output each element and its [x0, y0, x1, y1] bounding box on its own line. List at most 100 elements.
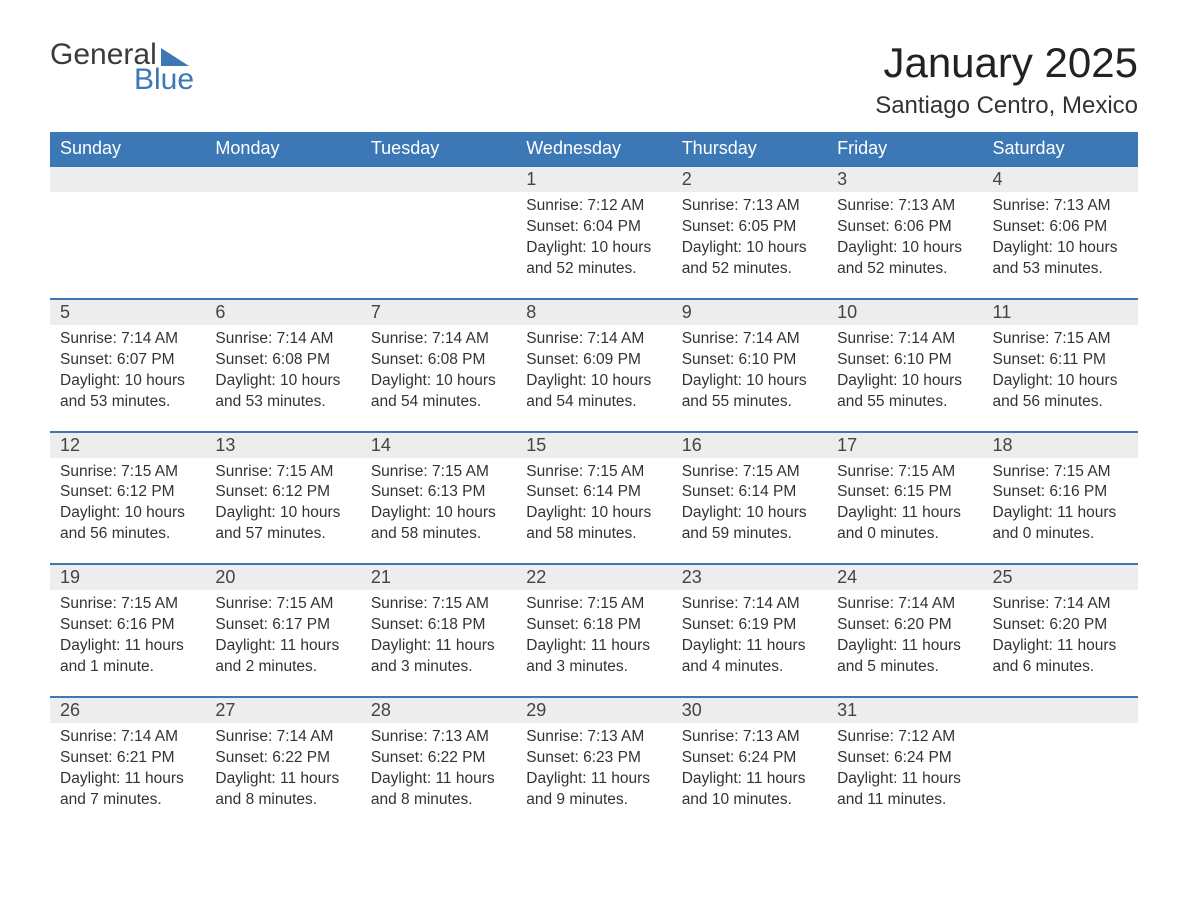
sunset-line: Sunset: 6:10 PM: [837, 350, 972, 371]
day-number: 16: [672, 432, 827, 458]
day-cell: Sunrise: 7:14 AMSunset: 6:10 PMDaylight:…: [672, 325, 827, 432]
daylight-line-1: Daylight: 10 hours: [837, 371, 972, 392]
sunrise-line: Sunrise: 7:15 AM: [60, 594, 195, 615]
day-number: 15: [516, 432, 671, 458]
day-cell: Sunrise: 7:15 AMSunset: 6:16 PMDaylight:…: [983, 458, 1138, 565]
daylight-line-1: Daylight: 10 hours: [993, 238, 1128, 259]
daylight-line-1: Daylight: 11 hours: [682, 636, 817, 657]
day-cell: Sunrise: 7:15 AMSunset: 6:18 PMDaylight:…: [361, 590, 516, 697]
sunset-line: Sunset: 6:24 PM: [682, 748, 817, 769]
day-number: 18: [983, 432, 1138, 458]
sunrise-line: Sunrise: 7:14 AM: [215, 329, 350, 350]
day-cell: Sunrise: 7:15 AMSunset: 6:15 PMDaylight:…: [827, 458, 982, 565]
daylight-line-2: and 6 minutes.: [993, 657, 1128, 678]
day-cell: Sunrise: 7:14 AMSunset: 6:09 PMDaylight:…: [516, 325, 671, 432]
sunrise-line: Sunrise: 7:13 AM: [993, 196, 1128, 217]
col-thursday: Thursday: [672, 132, 827, 166]
sunset-line: Sunset: 6:05 PM: [682, 217, 817, 238]
daylight-line-1: Daylight: 11 hours: [371, 769, 506, 790]
daylight-line-2: and 59 minutes.: [682, 524, 817, 545]
sunrise-line: Sunrise: 7:14 AM: [682, 329, 817, 350]
sunset-line: Sunset: 6:06 PM: [837, 217, 972, 238]
day-cell: Sunrise: 7:12 AMSunset: 6:04 PMDaylight:…: [516, 192, 671, 299]
col-tuesday: Tuesday: [361, 132, 516, 166]
day-cell: Sunrise: 7:12 AMSunset: 6:24 PMDaylight:…: [827, 723, 982, 829]
daylight-line-2: and 56 minutes.: [993, 392, 1128, 413]
day-cell: Sunrise: 7:15 AMSunset: 6:14 PMDaylight:…: [516, 458, 671, 565]
day-cell: Sunrise: 7:13 AMSunset: 6:24 PMDaylight:…: [672, 723, 827, 829]
sunrise-line: Sunrise: 7:14 AM: [60, 329, 195, 350]
day-number: 10: [827, 299, 982, 325]
day-number: 30: [672, 697, 827, 723]
sunrise-line: Sunrise: 7:15 AM: [993, 329, 1128, 350]
day-cell: Sunrise: 7:15 AMSunset: 6:13 PMDaylight:…: [361, 458, 516, 565]
daynum-row: 1234: [50, 166, 1138, 192]
day-number: 26: [50, 697, 205, 723]
sunset-line: Sunset: 6:08 PM: [371, 350, 506, 371]
daylight-line-2: and 53 minutes.: [993, 259, 1128, 280]
sunset-line: Sunset: 6:09 PM: [526, 350, 661, 371]
sunrise-line: Sunrise: 7:13 AM: [682, 727, 817, 748]
sunrise-line: Sunrise: 7:14 AM: [215, 727, 350, 748]
day-cell: Sunrise: 7:14 AMSunset: 6:07 PMDaylight:…: [50, 325, 205, 432]
location-label: Santiago Centro, Mexico: [875, 92, 1138, 120]
sunrise-line: Sunrise: 7:14 AM: [682, 594, 817, 615]
sunrise-line: Sunrise: 7:13 AM: [837, 196, 972, 217]
day-cell: Sunrise: 7:15 AMSunset: 6:16 PMDaylight:…: [50, 590, 205, 697]
day-cell: Sunrise: 7:13 AMSunset: 6:06 PMDaylight:…: [827, 192, 982, 299]
day-number: 28: [361, 697, 516, 723]
day-number: [983, 697, 1138, 723]
sunset-line: Sunset: 6:14 PM: [526, 482, 661, 503]
daylight-line-2: and 52 minutes.: [526, 259, 661, 280]
calendar-body: 1234Sunrise: 7:12 AMSunset: 6:04 PMDayli…: [50, 166, 1138, 828]
daylight-line-2: and 56 minutes.: [60, 524, 195, 545]
daylight-line-2: and 5 minutes.: [837, 657, 972, 678]
sunset-line: Sunset: 6:12 PM: [215, 482, 350, 503]
day-number: [361, 166, 516, 192]
daylight-line-1: Daylight: 10 hours: [993, 371, 1128, 392]
daylight-line-1: Daylight: 11 hours: [682, 769, 817, 790]
sunset-line: Sunset: 6:20 PM: [837, 615, 972, 636]
daylight-line-2: and 0 minutes.: [993, 524, 1128, 545]
daylight-line-2: and 8 minutes.: [215, 790, 350, 811]
daylight-line-1: Daylight: 10 hours: [837, 238, 972, 259]
daylight-line-2: and 54 minutes.: [526, 392, 661, 413]
daylight-line-1: Daylight: 10 hours: [682, 503, 817, 524]
daylight-line-1: Daylight: 11 hours: [837, 503, 972, 524]
day-number: 5: [50, 299, 205, 325]
calendar-table: Sunday Monday Tuesday Wednesday Thursday…: [50, 132, 1138, 828]
daylight-line-1: Daylight: 11 hours: [60, 769, 195, 790]
daylight-line-1: Daylight: 10 hours: [215, 371, 350, 392]
daylight-line-2: and 2 minutes.: [215, 657, 350, 678]
day-number: 22: [516, 564, 671, 590]
daylight-line-1: Daylight: 10 hours: [371, 371, 506, 392]
sunrise-line: Sunrise: 7:13 AM: [682, 196, 817, 217]
sunrise-line: Sunrise: 7:14 AM: [837, 594, 972, 615]
day-content-row: Sunrise: 7:15 AMSunset: 6:12 PMDaylight:…: [50, 458, 1138, 565]
daylight-line-2: and 10 minutes.: [682, 790, 817, 811]
sunrise-line: Sunrise: 7:14 AM: [526, 329, 661, 350]
sunset-line: Sunset: 6:11 PM: [993, 350, 1128, 371]
day-cell: Sunrise: 7:15 AMSunset: 6:12 PMDaylight:…: [205, 458, 360, 565]
daylight-line-2: and 55 minutes.: [682, 392, 817, 413]
daylight-line-1: Daylight: 11 hours: [60, 636, 195, 657]
day-number: 7: [361, 299, 516, 325]
daylight-line-1: Daylight: 11 hours: [993, 636, 1128, 657]
daylight-line-1: Daylight: 10 hours: [371, 503, 506, 524]
daylight-line-2: and 54 minutes.: [371, 392, 506, 413]
col-monday: Monday: [205, 132, 360, 166]
day-number: 2: [672, 166, 827, 192]
sunset-line: Sunset: 6:23 PM: [526, 748, 661, 769]
day-number: 3: [827, 166, 982, 192]
day-content-row: Sunrise: 7:15 AMSunset: 6:16 PMDaylight:…: [50, 590, 1138, 697]
day-cell: Sunrise: 7:15 AMSunset: 6:11 PMDaylight:…: [983, 325, 1138, 432]
day-cell: Sunrise: 7:15 AMSunset: 6:14 PMDaylight:…: [672, 458, 827, 565]
daylight-line-1: Daylight: 11 hours: [526, 636, 661, 657]
sunset-line: Sunset: 6:24 PM: [837, 748, 972, 769]
day-cell: Sunrise: 7:15 AMSunset: 6:17 PMDaylight:…: [205, 590, 360, 697]
logo-word-2: Blue: [134, 66, 194, 93]
daylight-line-2: and 7 minutes.: [60, 790, 195, 811]
daylight-line-2: and 3 minutes.: [371, 657, 506, 678]
sunset-line: Sunset: 6:15 PM: [837, 482, 972, 503]
daylight-line-2: and 8 minutes.: [371, 790, 506, 811]
